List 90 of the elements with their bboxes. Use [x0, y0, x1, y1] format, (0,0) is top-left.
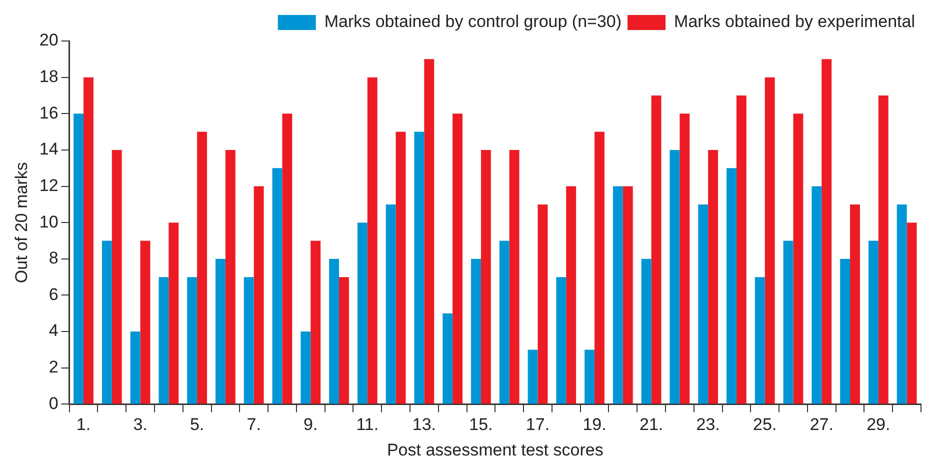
x-tick-label: 17.: [526, 415, 550, 434]
bar: [878, 95, 888, 404]
bar: [726, 168, 736, 404]
x-tick-label: 3.: [133, 415, 148, 434]
bar: [225, 150, 236, 404]
bar: [509, 150, 520, 404]
bar: [84, 77, 94, 404]
bar: [480, 150, 491, 404]
y-tick-label: 2: [48, 358, 58, 377]
x-tick-label: 13.: [412, 415, 436, 434]
x-tick-label: 21.: [639, 415, 664, 434]
x-tick-label: 25.: [753, 415, 777, 434]
bar: [612, 186, 623, 404]
bar: [680, 114, 690, 404]
bar: [300, 332, 311, 404]
x-tick-label: 9.: [304, 415, 318, 434]
bar: [812, 186, 822, 404]
bar: [850, 204, 860, 404]
bar: [216, 258, 226, 404]
bar: [272, 168, 282, 404]
bar: [74, 114, 84, 404]
bar: [698, 204, 708, 404]
bar: [622, 186, 633, 404]
bar: [414, 132, 424, 404]
y-axis-title: Out of 20 marks: [12, 162, 31, 284]
bar: [357, 222, 368, 404]
x-tick-label: 29.: [866, 415, 890, 434]
x-tick-label: 15.: [469, 415, 493, 434]
bar: [822, 59, 832, 404]
bar: [906, 222, 917, 404]
bar: [112, 150, 122, 404]
bar: [868, 240, 878, 404]
bar: [556, 277, 566, 404]
bar: [670, 150, 680, 404]
bar: [140, 240, 150, 404]
bar: [367, 77, 378, 404]
bar: [452, 114, 463, 404]
bar: [566, 186, 576, 404]
y-tick-label: 14: [39, 140, 58, 159]
bar: [310, 240, 321, 404]
bar: [339, 277, 349, 404]
bar: [651, 95, 662, 404]
bar: [197, 132, 207, 404]
bar: [793, 114, 804, 404]
bar: [254, 186, 264, 404]
y-tick-label: 8: [48, 248, 58, 268]
bar: [538, 204, 548, 404]
x-tick-label: 11.: [356, 415, 379, 434]
x-tick-label: 27.: [810, 415, 834, 434]
legend-label: Marks obtained by experimental: [674, 12, 916, 32]
y-tick-label: 12: [39, 176, 58, 195]
bar: [840, 258, 850, 404]
bar: [499, 240, 510, 404]
bar: [168, 222, 179, 404]
x-axis-title: Post assessment test scores: [386, 440, 604, 460]
bar: [641, 258, 652, 404]
y-tick-label: 10: [39, 212, 58, 232]
y-tick-label: 16: [39, 103, 58, 122]
bar: [187, 277, 198, 404]
bar: [528, 350, 538, 404]
bar: [584, 350, 595, 404]
x-tick-label: 1.: [76, 415, 91, 434]
y-tick-label: 18: [39, 67, 58, 86]
y-tick-label: 20: [39, 30, 58, 50]
x-tick-label: 19.: [582, 415, 606, 434]
bar: [736, 95, 746, 404]
y-tick-label: 4: [48, 321, 58, 340]
bar: [442, 313, 453, 404]
bar: [386, 204, 396, 404]
x-tick-label: 23.: [696, 415, 720, 434]
bar: [396, 132, 406, 404]
bar: [329, 258, 340, 404]
bar: [130, 332, 140, 404]
x-tick-label: 7.: [246, 415, 261, 434]
x-tick-label: 5.: [190, 415, 204, 434]
bar: [896, 204, 907, 404]
bar: [158, 277, 169, 404]
bar: [708, 150, 718, 404]
bar: [471, 258, 481, 404]
y-tick-label: 0: [48, 394, 58, 413]
bar: [424, 59, 434, 404]
bar: [594, 132, 604, 404]
bar: [754, 277, 765, 404]
bar: [282, 114, 292, 404]
bar: [783, 240, 794, 404]
bar: [102, 240, 112, 404]
bar: [244, 277, 254, 404]
legend-label: Marks obtained by control group (n=30): [324, 12, 622, 32]
y-tick-label: 6: [48, 284, 58, 304]
bar: [764, 77, 775, 404]
